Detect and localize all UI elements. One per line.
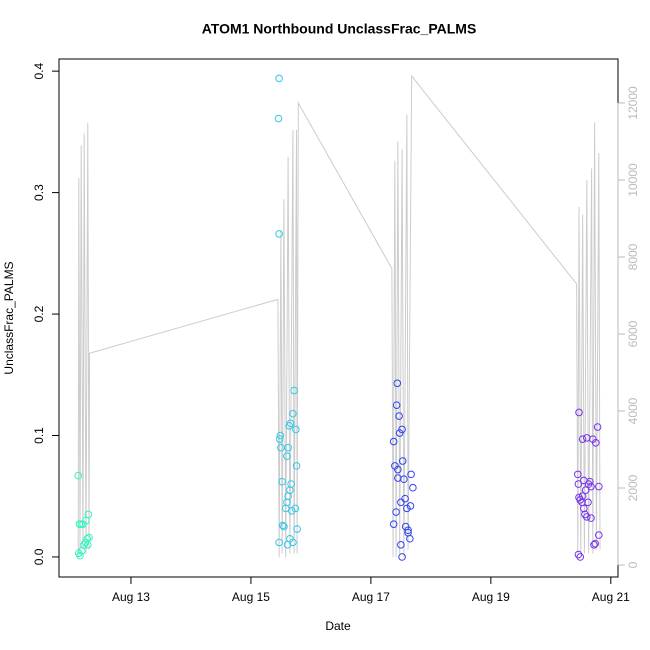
point (404, 526, 412, 535)
point (593, 423, 602, 431)
point (278, 521, 287, 530)
point (293, 525, 301, 533)
point (398, 425, 406, 434)
point (278, 477, 286, 486)
point (406, 502, 415, 510)
point (398, 457, 407, 465)
point (85, 533, 93, 542)
point (574, 480, 583, 488)
y-tick-label: 0.4 (32, 62, 46, 79)
point (392, 401, 401, 409)
y2-tick-label: 0 (626, 561, 640, 568)
plot-frame (58, 58, 619, 578)
y2-tick-label: 2000 (626, 474, 640, 501)
y2-tick-label: 4000 (626, 397, 640, 424)
point (592, 438, 600, 447)
point (291, 504, 300, 513)
point (395, 412, 403, 420)
point (578, 492, 587, 501)
point (277, 443, 285, 452)
point (595, 482, 603, 491)
y-tick-label: 0.0 (32, 548, 46, 565)
point (76, 551, 84, 560)
point (292, 425, 300, 434)
x-tick-label: Aug 15 (232, 590, 270, 604)
point (275, 435, 284, 443)
y-axis-label: UnclassFrac_PALMS (2, 261, 16, 374)
point (590, 541, 598, 549)
point (574, 550, 583, 559)
y-tick-label: 0.3 (32, 184, 46, 201)
point (83, 541, 92, 549)
point (591, 539, 600, 548)
y2-tick-label: 6000 (626, 320, 640, 347)
point (575, 408, 583, 417)
y-tick-label: 0.2 (32, 305, 46, 322)
point (583, 513, 591, 521)
x-axis-label: Date (325, 619, 351, 633)
point (290, 386, 298, 395)
point (406, 534, 414, 543)
point (397, 541, 405, 549)
point (400, 475, 408, 484)
point (287, 480, 295, 488)
altitude-line (77, 74, 601, 558)
y-tick-label: 0.1 (32, 427, 46, 444)
point (586, 477, 594, 486)
chart-title: ATOM1 Northbound UnclassFrac_PALMS (202, 21, 477, 37)
y2-tick-label: 10000 (626, 163, 640, 197)
point (576, 553, 585, 561)
point (574, 470, 582, 479)
point (401, 494, 409, 503)
point (587, 482, 595, 491)
x-tick-label: Aug 21 (592, 590, 630, 604)
point (584, 498, 592, 507)
x-tick-label: Aug 13 (112, 590, 150, 604)
point (389, 520, 398, 528)
point (409, 483, 417, 492)
point (283, 452, 291, 460)
point (82, 516, 90, 525)
point (284, 443, 292, 452)
point (394, 465, 402, 474)
point (392, 508, 400, 516)
point (389, 437, 398, 446)
point (74, 471, 82, 480)
point (276, 431, 285, 440)
y2-tick-label: 12000 (626, 86, 640, 120)
point (292, 462, 301, 470)
point (81, 538, 90, 547)
point (595, 531, 603, 539)
y2-tick-label: 8000 (626, 243, 640, 270)
point (393, 379, 402, 388)
x-tick-label: Aug 19 (472, 590, 510, 604)
point (275, 74, 283, 83)
point (280, 522, 288, 531)
point (283, 541, 292, 549)
point (581, 486, 590, 494)
point (286, 419, 295, 428)
point (289, 409, 297, 418)
x-tick-label: Aug 17 (352, 590, 390, 604)
point (274, 114, 283, 123)
point (578, 435, 587, 443)
point (581, 510, 589, 519)
point (407, 470, 415, 479)
point (587, 514, 595, 522)
point (398, 553, 406, 561)
point (275, 538, 283, 547)
point (275, 230, 283, 238)
